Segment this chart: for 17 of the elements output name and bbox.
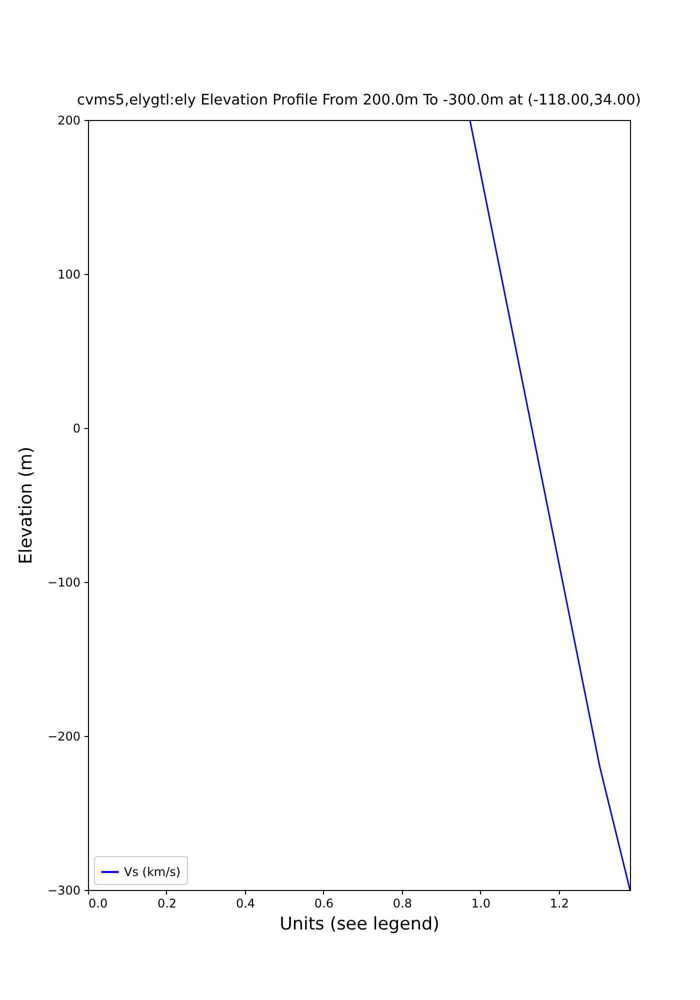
y-tick-label: 200 (58, 114, 80, 128)
x-tick-label: 1.2 (550, 896, 570, 910)
x-tick-label: 1.0 (471, 896, 491, 910)
y-tick-label: 0 (72, 422, 80, 436)
x-tick-label: 0.8 (392, 896, 412, 910)
x-tick-label: 0.6 (314, 896, 334, 910)
y-tick-label: 100 (58, 268, 80, 282)
y-tick-label: −100 (48, 576, 80, 590)
x-tick-label: 0.2 (157, 896, 177, 910)
x-axis-title: Units (see legend) (280, 914, 440, 934)
y-tick-label: −300 (48, 884, 80, 898)
x-tick-label: 0.4 (236, 896, 256, 910)
y-tick-label: −200 (48, 730, 80, 744)
y-axis-title: Elevation (m) (16, 446, 37, 564)
chart-title: cvms5,elygtl:ely Elevation Profile From 200.0m To -300.0m at (-118.00,34.00) (77, 92, 641, 108)
legend-label: Vs (km/s) (124, 865, 181, 879)
x-tick-label: 0.0 (88, 896, 108, 910)
